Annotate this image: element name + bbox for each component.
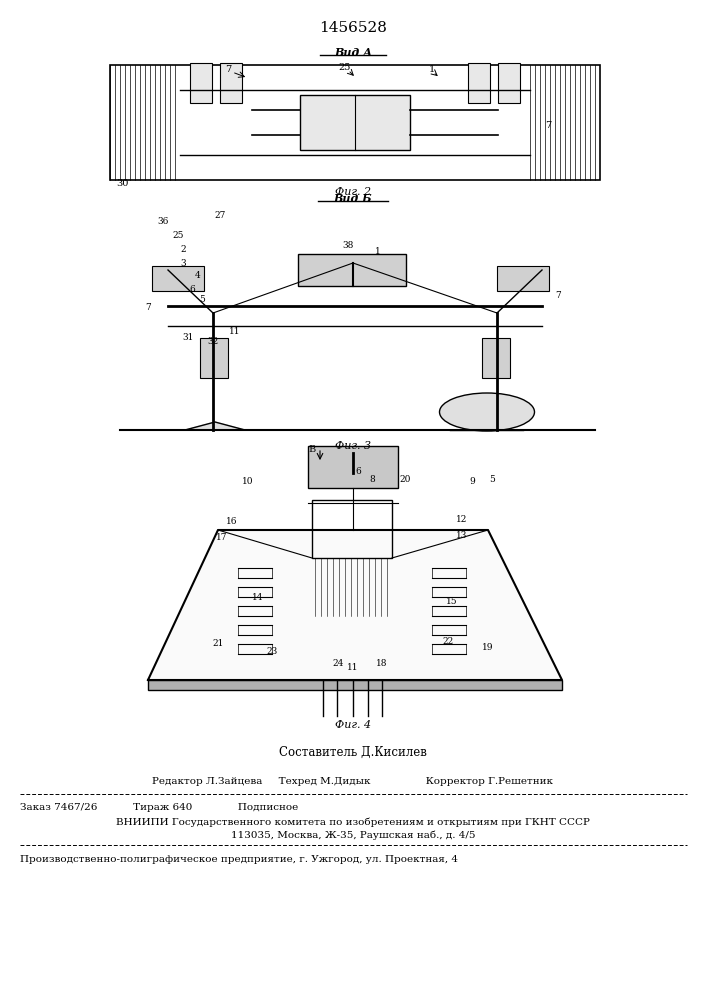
Bar xyxy=(300,95,410,150)
Text: 9: 9 xyxy=(469,477,475,486)
Bar xyxy=(498,63,520,103)
Bar xyxy=(152,266,204,291)
Bar xyxy=(148,680,562,690)
Text: 1: 1 xyxy=(375,246,381,255)
Text: 25: 25 xyxy=(339,62,351,72)
Text: 7: 7 xyxy=(545,120,551,129)
Text: Составитель Д.Кисилев: Составитель Д.Кисилев xyxy=(279,746,427,758)
Text: 20: 20 xyxy=(399,476,411,485)
Text: 7: 7 xyxy=(225,64,231,74)
Text: 19: 19 xyxy=(482,644,493,652)
Text: 21: 21 xyxy=(212,639,223,648)
Text: 18: 18 xyxy=(376,658,387,668)
Text: Фиг. 3: Фиг. 3 xyxy=(335,441,371,451)
Bar xyxy=(190,63,212,103)
Text: 24: 24 xyxy=(332,658,344,668)
Text: Производственно-полиграфическое предприятие, г. Ужгород, ул. Проектная, 4: Производственно-полиграфическое предприя… xyxy=(20,854,458,863)
Text: 1: 1 xyxy=(429,64,435,74)
Ellipse shape xyxy=(440,393,534,431)
Text: 17: 17 xyxy=(216,534,228,542)
Text: 13: 13 xyxy=(456,530,468,540)
Text: 113035, Москва, Ж-35, Раушская наб., д. 4/5: 113035, Москва, Ж-35, Раушская наб., д. … xyxy=(230,830,475,840)
Polygon shape xyxy=(148,530,562,680)
Text: Редактор Л.Зайцева     Техред М.Дидык                 Корректор Г.Решетник: Редактор Л.Зайцева Техред М.Дидык Коррек… xyxy=(153,778,554,786)
Bar xyxy=(298,254,406,286)
Text: Заказ 7467/26           Тираж 640              Подписное: Заказ 7467/26 Тираж 640 Подписное xyxy=(20,802,298,812)
Bar xyxy=(220,63,242,103)
Bar xyxy=(468,63,490,103)
Text: 5: 5 xyxy=(199,296,205,304)
Bar xyxy=(308,446,398,488)
Text: 11: 11 xyxy=(229,328,241,336)
Text: 10: 10 xyxy=(243,477,254,486)
Text: 11: 11 xyxy=(347,664,358,672)
Text: 31: 31 xyxy=(182,334,194,342)
Bar xyxy=(342,461,364,473)
Text: 23: 23 xyxy=(267,648,278,656)
Text: 7: 7 xyxy=(555,290,561,300)
Text: 7: 7 xyxy=(145,304,151,312)
Text: ВНИИПИ Государственного комитета по изобретениям и открытиям при ГКНТ СССР: ВНИИПИ Государственного комитета по изоб… xyxy=(116,817,590,827)
Text: 8: 8 xyxy=(369,476,375,485)
Bar xyxy=(312,500,392,558)
Text: 15: 15 xyxy=(446,597,458,606)
Polygon shape xyxy=(185,422,245,430)
Bar xyxy=(110,65,600,180)
Text: 32: 32 xyxy=(207,338,218,347)
Text: 2: 2 xyxy=(180,245,186,254)
Text: 14: 14 xyxy=(252,593,264,602)
Text: 6: 6 xyxy=(189,286,195,294)
Bar xyxy=(497,266,549,291)
Text: 5: 5 xyxy=(489,476,495,485)
Text: 27: 27 xyxy=(214,211,226,220)
Text: 30: 30 xyxy=(116,178,128,188)
Text: Вид Б: Вид Б xyxy=(334,192,373,204)
Text: 6: 6 xyxy=(355,468,361,477)
Text: 36: 36 xyxy=(158,218,169,227)
Text: 25: 25 xyxy=(173,231,184,239)
Text: 22: 22 xyxy=(443,638,454,647)
Bar xyxy=(482,338,510,378)
Text: 38: 38 xyxy=(342,241,354,250)
Text: Фиг. 4: Фиг. 4 xyxy=(335,720,371,730)
Text: Фиг. 2: Фиг. 2 xyxy=(335,187,371,197)
Text: 16: 16 xyxy=(226,518,238,526)
Text: 3: 3 xyxy=(180,258,186,267)
Text: 1456528: 1456528 xyxy=(319,21,387,35)
Text: 12: 12 xyxy=(456,516,468,524)
Text: B: B xyxy=(308,446,315,454)
Text: 4: 4 xyxy=(195,271,201,280)
Text: Вид А: Вид А xyxy=(334,46,372,57)
Bar xyxy=(200,338,228,378)
